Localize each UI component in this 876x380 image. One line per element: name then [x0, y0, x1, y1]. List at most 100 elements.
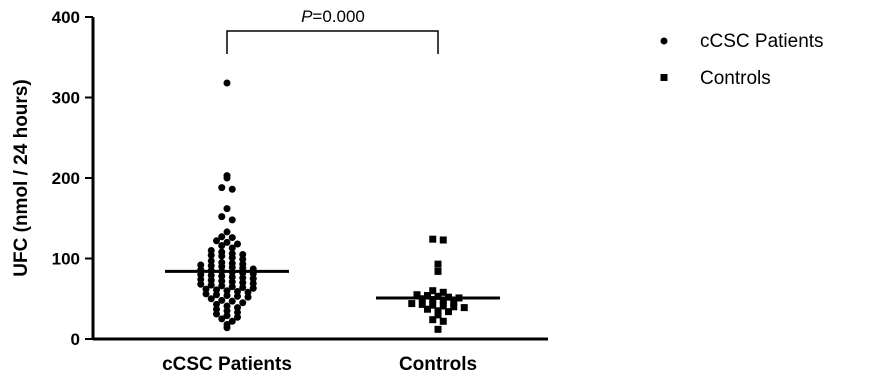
control-point [439, 288, 447, 296]
patient-point [218, 242, 226, 250]
patient-point [223, 238, 231, 246]
y-axis-ticks: 0 100 200 300 400 [52, 8, 93, 349]
patient-point [234, 288, 241, 296]
patient-point [223, 79, 231, 87]
patient-point [228, 250, 236, 258]
patient-point [207, 276, 215, 284]
patient-point [249, 275, 257, 283]
median-lines [165, 269, 500, 300]
control-point [424, 305, 431, 313]
control-point [450, 298, 458, 306]
control-point [439, 236, 447, 244]
patient-point [234, 304, 241, 312]
patient-point [249, 279, 257, 287]
patient-point [228, 283, 236, 291]
control-point [418, 300, 426, 308]
patient-point [218, 184, 226, 192]
patient-point [207, 257, 215, 265]
patient-point [228, 259, 236, 267]
patient-point [228, 234, 236, 242]
patient-point [207, 271, 215, 279]
patient-point [213, 291, 220, 299]
y-axis-label: UFC (nmol / 24 hours) [11, 79, 32, 276]
patient-point [239, 283, 247, 291]
patient-point [228, 317, 236, 325]
control-point [434, 267, 442, 275]
legend-marker-circle [660, 37, 668, 45]
control-point [413, 291, 421, 299]
patient-point [249, 284, 257, 292]
patient-point [207, 246, 215, 254]
control-point [429, 316, 437, 324]
patient-point [239, 255, 247, 263]
patient-point [197, 280, 205, 288]
legend: cCSC Patients Controls [660, 31, 824, 89]
data-points [197, 79, 468, 333]
p-value-label: P=0.000 [301, 7, 365, 26]
patient-point [244, 293, 252, 301]
patient-point [223, 205, 231, 213]
patient-point [228, 297, 236, 305]
patient-point [218, 213, 226, 221]
category-label-patients: cCSC Patients [162, 354, 292, 375]
patient-point [234, 308, 241, 316]
control-point [408, 300, 416, 308]
patient-point [218, 315, 226, 323]
patient-point [223, 287, 231, 295]
control-point [450, 303, 458, 311]
control-point [429, 301, 437, 309]
patient-point [234, 313, 241, 321]
patient-point [228, 273, 236, 281]
control-point [429, 235, 437, 243]
patient-point [223, 292, 231, 300]
patient-point [223, 172, 231, 180]
patient-point [218, 248, 226, 256]
patient-point [228, 244, 236, 252]
control-point [439, 296, 447, 304]
category-label-controls: Controls [399, 354, 477, 375]
control-point [434, 292, 442, 300]
legend-label-controls: Controls [700, 68, 771, 89]
patient-point [239, 299, 247, 307]
patient-point [218, 272, 226, 280]
control-point [429, 296, 437, 304]
y-tick-label: 0 [71, 330, 80, 349]
y-tick-label: 200 [52, 169, 80, 188]
significance-bracket [226, 30, 439, 54]
patient-point [202, 285, 210, 293]
control-point [429, 287, 437, 295]
patient-point [223, 321, 231, 329]
patient-point [197, 261, 205, 269]
patient-point [218, 277, 226, 285]
control-point [439, 302, 447, 310]
patient-point [223, 312, 231, 320]
patient-point [213, 300, 220, 308]
control-point [434, 311, 442, 319]
patient-point [213, 237, 220, 245]
y-tick-label: 400 [52, 8, 80, 27]
patient-point [223, 228, 231, 236]
control-point [434, 307, 442, 315]
patient-point [223, 307, 231, 315]
control-point [439, 317, 447, 325]
patient-point [228, 185, 236, 193]
patient-point [213, 310, 220, 318]
patient-point [218, 282, 226, 290]
patient-point [234, 292, 241, 300]
control-point [445, 308, 452, 316]
patient-point [207, 251, 215, 259]
patient-point [213, 286, 220, 294]
patient-point [218, 259, 226, 267]
patient-point [202, 290, 210, 298]
control-point [424, 292, 431, 300]
patient-point [239, 279, 247, 287]
patient-point [228, 278, 236, 286]
control-point [434, 260, 442, 268]
legend-marker-square [660, 74, 668, 81]
control-point [434, 325, 442, 333]
patient-point [207, 281, 215, 289]
y-tick-label: 300 [52, 89, 80, 108]
patient-point [207, 262, 215, 270]
patient-point [234, 240, 241, 248]
